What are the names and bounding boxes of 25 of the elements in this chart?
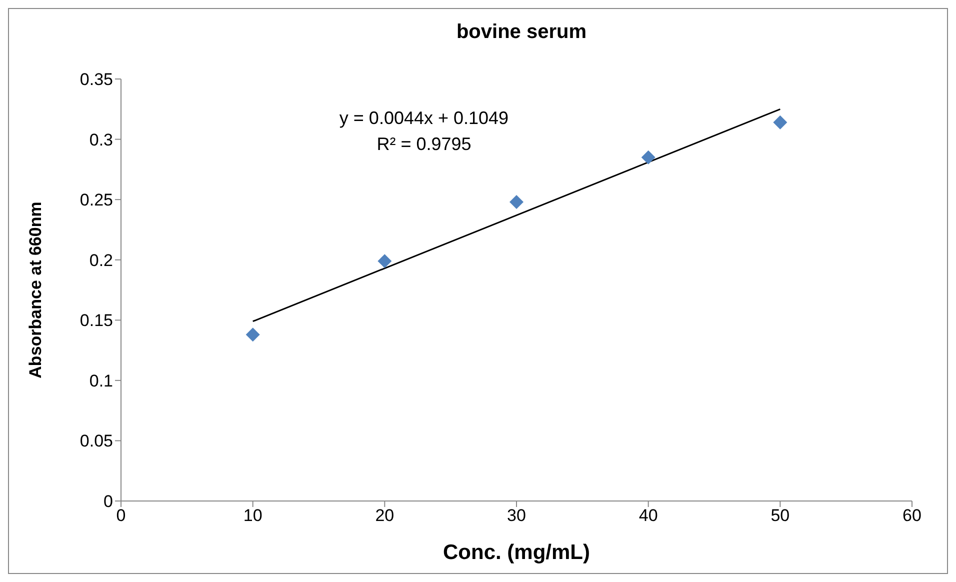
x-tick-label: 10 [243,506,262,526]
y-tick-label: 0.3 [89,130,113,150]
y-tick-label: 0.05 [80,432,113,451]
x-tick-label: 20 [375,506,394,526]
point [246,328,260,342]
point [378,254,392,268]
chart-title: bovine serum [455,21,588,44]
x-tick-label: 30 [507,506,526,526]
y-tick-label: 0.25 [80,190,113,210]
y-tick-label: 0.2 [89,250,113,270]
x-tick-label: 60 [902,506,922,526]
annotation: y = 0.0044x + 0.1049 [338,107,510,130]
x-tick-label: 0 [116,506,126,526]
point [510,194,524,209]
y-axis-title: Absorbance at 660nm [26,202,46,378]
y-tick-label: 0.1 [89,371,113,390]
y-tick-label: 0.35 [80,70,113,90]
point [773,115,788,130]
point [641,150,656,164]
x-axis-title: Conc. (mg/mL) [443,541,590,564]
annotation: R² = 0.9795 [376,133,472,156]
x-tick-label: 50 [770,506,790,526]
x-tick-label: 40 [638,506,658,526]
y-tick-label: 0.15 [80,311,113,330]
y-tick-label: 0 [104,492,113,512]
